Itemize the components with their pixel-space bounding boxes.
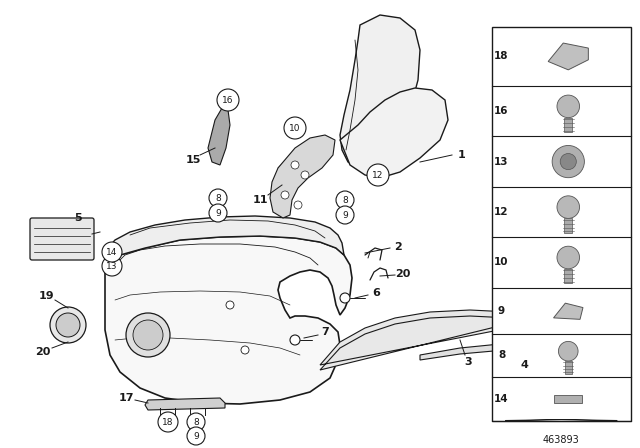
Polygon shape <box>208 108 230 165</box>
Circle shape <box>557 95 580 118</box>
Circle shape <box>187 427 205 445</box>
Circle shape <box>284 117 306 139</box>
Circle shape <box>226 301 234 309</box>
Text: 9: 9 <box>498 306 505 315</box>
Polygon shape <box>554 303 583 319</box>
Text: 20: 20 <box>396 269 411 279</box>
Text: 8: 8 <box>215 194 221 202</box>
Bar <box>564 118 572 132</box>
Polygon shape <box>105 216 344 258</box>
Text: 10: 10 <box>289 124 301 133</box>
Text: 9: 9 <box>193 431 199 440</box>
Circle shape <box>301 171 309 179</box>
Text: 11: 11 <box>252 195 268 205</box>
Text: 8: 8 <box>342 195 348 204</box>
Text: 18: 18 <box>494 52 509 61</box>
Circle shape <box>336 191 354 209</box>
Polygon shape <box>105 236 352 404</box>
Polygon shape <box>270 135 335 218</box>
Text: 17: 17 <box>118 393 134 403</box>
Circle shape <box>209 204 227 222</box>
Circle shape <box>158 412 178 432</box>
Text: 15: 15 <box>186 155 201 165</box>
Circle shape <box>291 161 299 169</box>
Text: 9: 9 <box>342 211 348 220</box>
Polygon shape <box>548 43 588 70</box>
Polygon shape <box>506 419 617 421</box>
Bar <box>564 269 572 283</box>
Circle shape <box>241 346 249 354</box>
Text: 19: 19 <box>38 291 54 301</box>
Text: 9: 9 <box>215 208 221 217</box>
Bar <box>564 219 572 233</box>
Polygon shape <box>320 310 540 370</box>
Text: 10: 10 <box>494 257 509 267</box>
Circle shape <box>559 341 578 361</box>
Text: 14: 14 <box>494 394 509 404</box>
Circle shape <box>209 189 227 207</box>
Circle shape <box>336 206 354 224</box>
Circle shape <box>187 413 205 431</box>
Circle shape <box>294 201 302 209</box>
Circle shape <box>133 320 163 350</box>
Text: 16: 16 <box>494 106 509 116</box>
Circle shape <box>290 335 300 345</box>
Text: 12: 12 <box>494 207 509 217</box>
Text: 4: 4 <box>520 360 528 370</box>
FancyBboxPatch shape <box>30 218 94 260</box>
Text: 7: 7 <box>321 327 329 337</box>
Bar <box>492 27 631 421</box>
Circle shape <box>56 313 80 337</box>
Circle shape <box>560 154 576 170</box>
Circle shape <box>557 246 580 269</box>
Text: 13: 13 <box>106 262 118 271</box>
Text: 2: 2 <box>394 242 402 252</box>
Text: 5: 5 <box>74 213 82 223</box>
Circle shape <box>50 307 86 343</box>
Text: 16: 16 <box>222 95 234 104</box>
Polygon shape <box>340 15 420 168</box>
Text: 8: 8 <box>193 418 199 426</box>
Circle shape <box>340 293 350 303</box>
Circle shape <box>552 146 584 178</box>
Circle shape <box>367 164 389 186</box>
Polygon shape <box>145 398 225 410</box>
Circle shape <box>217 89 239 111</box>
Polygon shape <box>340 88 448 178</box>
Circle shape <box>102 256 122 276</box>
Text: 14: 14 <box>106 247 118 257</box>
Circle shape <box>557 196 580 219</box>
Polygon shape <box>420 342 548 360</box>
Text: 6: 6 <box>372 288 380 298</box>
Circle shape <box>281 191 289 199</box>
Text: 8: 8 <box>498 350 505 360</box>
Text: 1: 1 <box>458 150 466 160</box>
Circle shape <box>126 313 170 357</box>
Text: 12: 12 <box>372 171 384 180</box>
Text: 18: 18 <box>163 418 173 426</box>
Text: 463893: 463893 <box>543 435 580 445</box>
Bar <box>554 395 582 403</box>
Bar <box>564 361 572 374</box>
Text: 3: 3 <box>464 357 472 367</box>
Text: 13: 13 <box>494 157 509 167</box>
Circle shape <box>102 242 122 262</box>
Text: 20: 20 <box>35 347 51 357</box>
